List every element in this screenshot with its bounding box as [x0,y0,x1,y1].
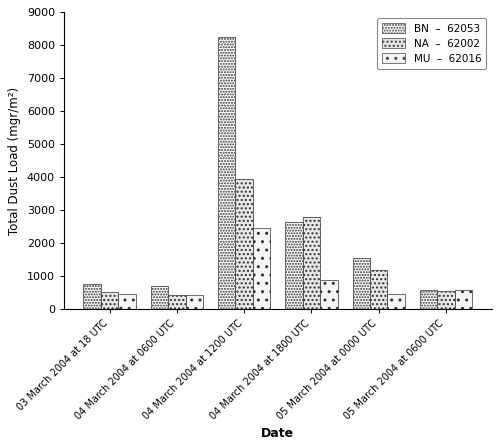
Bar [286,222,302,309]
Bar [420,290,438,309]
Bar [84,284,101,309]
Bar [150,286,168,309]
Bar [302,217,320,309]
Bar [320,280,338,309]
Bar [101,292,118,309]
Bar [218,37,236,309]
Bar [118,294,136,309]
Bar [236,179,253,309]
Bar [253,228,270,309]
Bar [438,291,454,309]
Bar [370,270,388,309]
X-axis label: Date: Date [262,426,294,439]
Bar [388,294,405,309]
Bar [186,295,203,309]
Y-axis label: Total Dust Load (mgr/m²): Total Dust Load (mgr/m²) [8,86,22,235]
Bar [454,290,472,309]
Bar [352,258,370,309]
Legend: BN  –  62053, NA  –  62002, MU  –  62016: BN – 62053, NA – 62002, MU – 62016 [377,17,486,69]
Bar [168,295,186,309]
